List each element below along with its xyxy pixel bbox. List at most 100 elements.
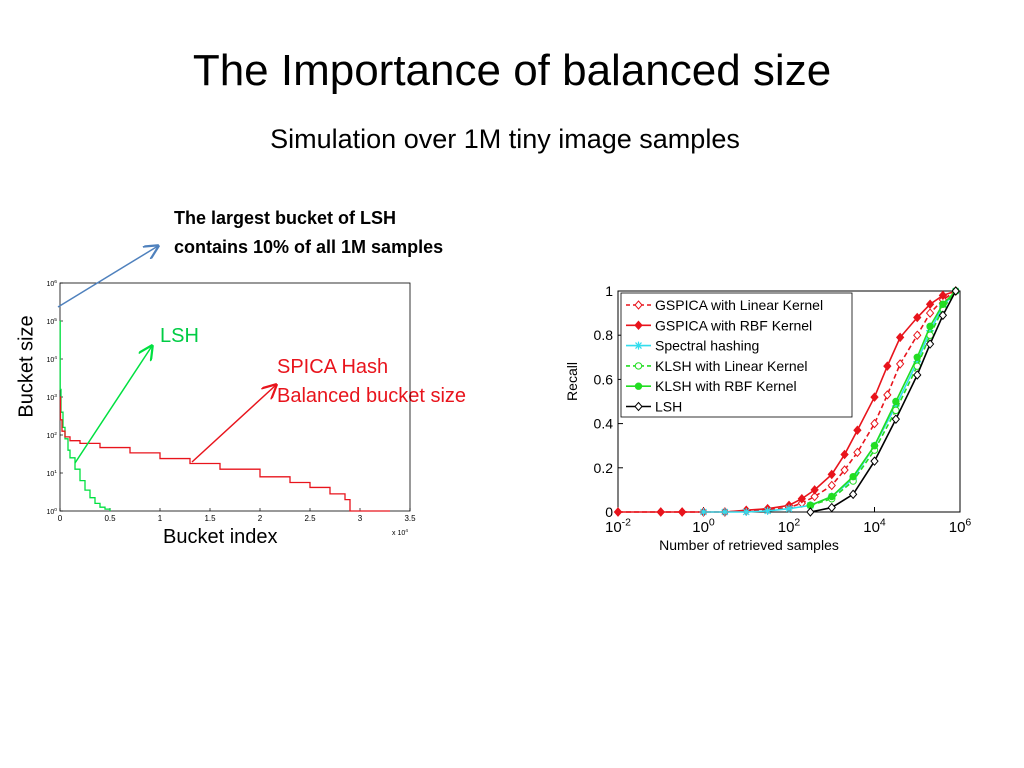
legend-marker-gspica-with-linear-kernel [634, 300, 643, 310]
right-series-point-spectral-hashing [699, 508, 708, 516]
right-series-point-gspica-with-rbf-kernel [925, 299, 935, 310]
right-series-point-gspica-with-rbf-kernel [677, 507, 687, 517]
left-x-tick-label: 3.5 [404, 514, 416, 523]
right-y-axis-label: Recall [564, 362, 580, 401]
legend-label-spectral-hashing: Spectral hashing [655, 338, 759, 354]
right-series-point-lsh [891, 414, 901, 424]
left-x-scale-note: x 104 [392, 528, 408, 537]
right-series-point-klsh-with-rbf-kernel [913, 353, 921, 361]
right-series-point-klsh-with-rbf-kernel [892, 397, 900, 406]
lsh-bucket-note: The largest bucket of LSH contains 10% o… [174, 204, 443, 262]
legend-marker-lsh [634, 401, 643, 412]
bucket-size-chart: 0 0.5 1 1.5 2 2.5 3 3.5 x 104 100 101 102 103 104 105 1… [46, 279, 416, 537]
right-series-point-lsh [913, 370, 922, 380]
right-y-tick-label: 0.2 [594, 460, 614, 476]
left-x-tick-label: 1 [158, 514, 163, 523]
right-series-point-gspica-with-rbf-kernel [810, 485, 819, 495]
legend-label-gspica-with-linear-kernel: GSPICA with Linear Kernel [655, 297, 823, 313]
spica-line-1: SPICA Hash [277, 356, 389, 378]
right-series-point-gspica-with-rbf-kernel [827, 469, 836, 480]
spica-annotation: SPICA Hash Balanced bucket size [277, 353, 466, 411]
note-line-1: The largest bucket of LSH [174, 208, 397, 228]
left-y-tick-label: 106 [46, 279, 57, 288]
right-series-point-gspica-with-linear-kernel [883, 390, 892, 400]
right-series-point-klsh-with-rbf-kernel [849, 472, 857, 481]
recall-chart: 10-2 100 102 104 106 0 0.2 0.4 0.6 0.8 1 Number of … [564, 283, 971, 553]
legend-marker-klsh-with-rbf-kernel [634, 382, 643, 390]
left-y-tick-label: 101 [46, 469, 57, 478]
right-x-tick-label: 10-2 [605, 516, 631, 536]
right-x-axis-label: Number of retrieved samples [659, 537, 839, 553]
legend-label-gspica-with-rbf-kernel: GSPICA with RBF Kernel [655, 317, 812, 333]
right-series-point-gspica-with-rbf-kernel [853, 425, 862, 435]
legend-marker-gspica-with-rbf-kernel [634, 320, 643, 331]
left-x-tick-label: 2 [258, 514, 263, 523]
right-series-point-spectral-hashing [926, 326, 935, 335]
right-series-point-lsh [848, 489, 858, 500]
right-series-point-gspica-with-linear-kernel [895, 359, 905, 369]
right-y-tick-label: 0.8 [594, 327, 614, 343]
legend-marker-spectral-hashing [634, 341, 643, 350]
slide-subtitle: Simulation over 1M tiny image samples [270, 124, 740, 154]
right-series-point-gspica-with-linear-kernel [853, 447, 862, 458]
left-y-tick-label: 105 [46, 317, 57, 326]
left-x-tick-label: 1.5 [204, 514, 216, 523]
right-series-point-lsh [827, 502, 836, 513]
right-series-point-spectral-hashing [720, 508, 729, 516]
right-series-point-gspica-with-rbf-kernel [913, 312, 922, 323]
right-series-point-klsh-with-linear-kernel [892, 406, 900, 415]
right-series-point-gspica-with-rbf-kernel [656, 507, 665, 517]
right-series-point-gspica-with-linear-kernel [925, 308, 935, 318]
right-y-tick-label: 0.6 [594, 371, 614, 387]
right-series-point-klsh-with-rbf-kernel [828, 492, 836, 501]
right-series-point-gspica-with-rbf-kernel [797, 493, 806, 504]
right-x-tick-label: 104 [863, 516, 886, 536]
right-legend-box [620, 292, 853, 418]
blue-pointer-arrow [57, 246, 158, 308]
left-y-tick-label: 103 [46, 393, 57, 402]
legend-label-klsh-with-linear-kernel: KLSH with Linear Kernel [655, 358, 808, 374]
left-y-tick-label: 102 [46, 431, 57, 440]
left-x-tick-label: 3 [358, 514, 363, 523]
right-series-point-gspica-with-linear-kernel [870, 418, 879, 429]
left-x-tick-label: 0.5 [104, 514, 116, 523]
right-series-point-lsh [938, 310, 948, 321]
left-chart-xlabel: Bucket index [163, 526, 278, 548]
green-pointer-arrow [74, 346, 152, 464]
right-series-point-klsh-with-rbf-kernel [870, 442, 879, 450]
right-series-point-spectral-hashing [891, 401, 900, 410]
red-pointer-arrow [191, 385, 276, 463]
right-series-point-gspica-with-linear-kernel [840, 465, 849, 475]
right-y-tick-label: 0 [605, 504, 613, 520]
right-series-point-lsh [925, 339, 935, 349]
right-y-tick-label: 0.4 [594, 416, 614, 432]
right-series-point-gspica-with-rbf-kernel [895, 332, 905, 343]
right-y-tick-label: 1 [605, 283, 613, 299]
right-series-point-lsh [806, 507, 815, 517]
right-series-point-spectral-hashing [763, 506, 772, 515]
right-x-tick-label: 102 [778, 516, 801, 536]
right-series-point-klsh-with-rbf-kernel [939, 300, 947, 308]
right-series-point-gspica-with-rbf-kernel [938, 290, 948, 301]
right-series-point-gspica-with-rbf-kernel [840, 449, 849, 460]
right-series-point-spectral-hashing [785, 504, 793, 513]
right-series-point-gspica-with-rbf-kernel [613, 507, 623, 517]
right-x-tick-label: 106 [949, 516, 972, 536]
note-line-2: contains 10% of all 1M samples [174, 237, 444, 257]
legend-label-lsh: LSH [655, 399, 682, 415]
left-x-tick-label: 0 [58, 514, 63, 523]
right-series-point-gspica-with-linear-kernel [913, 330, 922, 340]
slide-title: The Importance of balanced size [192, 46, 832, 95]
right-series-point-gspica-with-rbf-kernel [883, 361, 892, 371]
spica-line-2: Balanced bucket size [277, 385, 467, 407]
right-series-point-gspica-with-linear-kernel [810, 491, 819, 502]
lsh-annotation: LSH [160, 325, 199, 347]
right-series-point-lsh [870, 456, 879, 466]
left-y-tick-label: 100 [46, 507, 57, 516]
left-plot-frame [59, 282, 411, 512]
left-y-tick-label: 104 [46, 355, 57, 364]
right-series-point-lsh [951, 286, 960, 296]
left-series-lsh [59, 320, 111, 511]
left-x-tick-label: 2.5 [304, 514, 316, 523]
